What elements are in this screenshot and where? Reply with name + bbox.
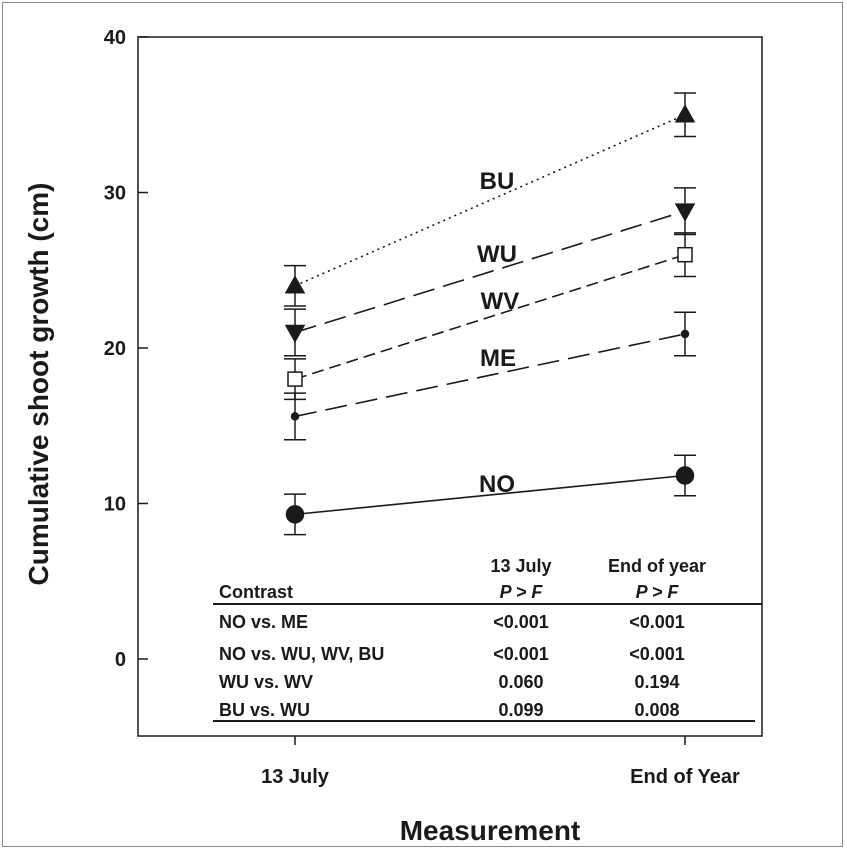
y-axis-title: Cumulative shoot growth (cm)	[23, 183, 54, 586]
table-header-top: End of year	[608, 556, 706, 576]
series-line	[294, 333, 686, 418]
series-me: ME	[284, 311, 696, 441]
data-point	[284, 275, 306, 294]
data-point	[677, 246, 693, 263]
y-tick-label: 40	[104, 27, 126, 49]
table-cell: BU vs. WU	[219, 700, 310, 720]
table-cell: <0.001	[493, 644, 549, 664]
table-cell: 0.194	[634, 672, 679, 692]
series-bu: BU	[284, 92, 696, 307]
table-header-bottom: Contrast	[219, 582, 293, 602]
series-label: WU	[477, 241, 517, 268]
series-label: BU	[480, 168, 515, 195]
y-tick-label: 10	[104, 494, 126, 516]
data-point	[287, 371, 303, 387]
table-cell: NO vs. ME	[219, 612, 308, 632]
y-tick-label: 20	[104, 338, 126, 360]
table-row: NO vs. WU, WV, BU <0.001 <0.001	[219, 644, 685, 664]
series-line	[294, 210, 686, 334]
y-tick-label: 0	[115, 649, 126, 671]
series-layer: BU WU WV ME NO	[284, 92, 696, 536]
data-point	[675, 466, 695, 485]
x-axis-ticks: 13 July End of Year	[261, 736, 740, 788]
table-cell: <0.001	[493, 612, 549, 632]
table-cell: 0.060	[498, 672, 543, 692]
series-line	[294, 253, 686, 380]
table-header-bottom: P > F	[500, 582, 544, 602]
x-tick-label: 13 July	[261, 766, 330, 788]
table-row: WU vs. WV 0.060 0.194	[219, 672, 680, 692]
y-tick-label: 30	[104, 183, 126, 205]
series-label: WV	[481, 288, 520, 315]
data-point	[674, 203, 696, 222]
series-line	[294, 474, 686, 516]
data-point	[284, 324, 306, 343]
series-wu: WU	[284, 187, 696, 357]
table-cell: 0.099	[498, 700, 543, 720]
series-no: NO	[284, 454, 696, 536]
y-axis-ticks: 0 10 20 30 40	[104, 27, 148, 671]
x-axis-title: Measurement	[400, 815, 581, 846]
table-cell: WU vs. WV	[219, 672, 313, 692]
table-row: NO vs. ME <0.001 <0.001	[219, 612, 685, 632]
data-point	[290, 412, 300, 421]
table-row: BU vs. WU 0.099 0.008	[219, 700, 680, 720]
table-cell: <0.001	[629, 644, 685, 664]
series-label: ME	[480, 345, 516, 372]
table-header-bottom: P > F	[636, 582, 680, 602]
table-cell: NO vs. WU, WV, BU	[219, 644, 384, 664]
table-header-top: 13 July	[490, 556, 551, 576]
table-cell: <0.001	[629, 612, 685, 632]
series-label: NO	[479, 471, 515, 498]
data-point	[680, 329, 690, 339]
series-wv: WV	[284, 232, 696, 401]
series-line	[294, 114, 686, 287]
plot-area	[137, 36, 763, 737]
data-point	[285, 505, 305, 524]
table-cell: 0.008	[634, 700, 679, 720]
x-tick-label: End of Year	[630, 766, 740, 788]
data-point	[674, 104, 696, 123]
contrast-table: 13 July End of year Contrast P > F P > F NO v…	[213, 556, 762, 722]
